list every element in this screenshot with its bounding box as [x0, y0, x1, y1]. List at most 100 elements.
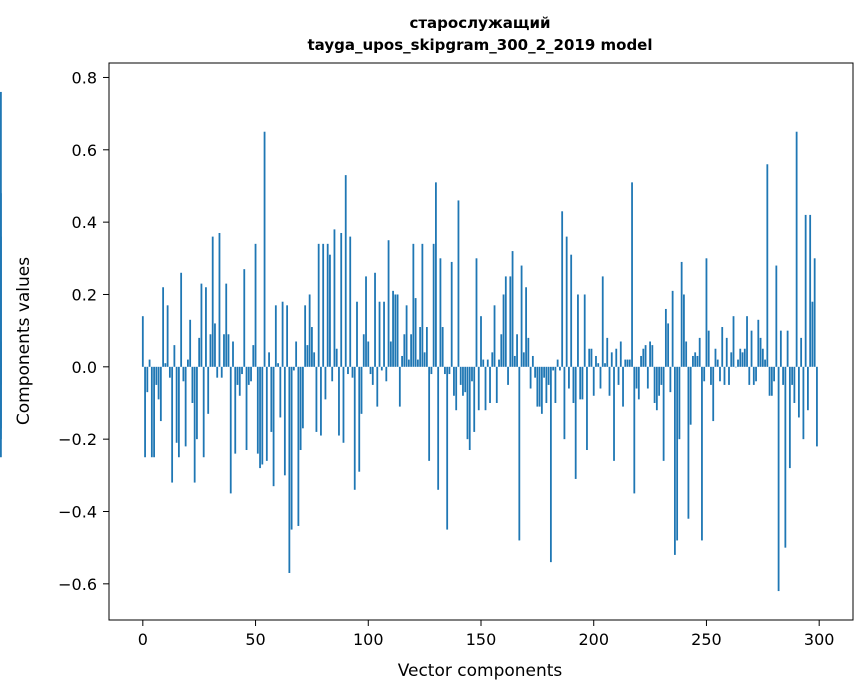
y-tick-label: 0.0 — [72, 358, 97, 377]
x-tick-label: 150 — [466, 630, 497, 649]
bar — [410, 334, 413, 367]
bar — [168, 366, 171, 378]
bar — [214, 323, 216, 367]
bar — [441, 327, 444, 367]
bar — [412, 243, 415, 367]
bar — [531, 355, 534, 367]
bar — [716, 359, 719, 367]
bar — [705, 258, 708, 367]
bar — [457, 200, 460, 367]
bar — [583, 294, 586, 367]
bar — [459, 366, 462, 385]
bar — [270, 366, 273, 432]
bar — [549, 366, 552, 563]
bar — [592, 366, 595, 396]
bar — [396, 294, 399, 367]
bar — [484, 366, 487, 411]
bar — [601, 276, 604, 367]
bar — [471, 366, 473, 382]
bar — [311, 327, 313, 367]
bar — [227, 334, 230, 367]
bar — [159, 366, 162, 422]
bar — [220, 366, 223, 378]
bar — [301, 366, 304, 429]
bar — [707, 330, 710, 367]
bar — [259, 366, 261, 469]
bar — [500, 334, 503, 367]
bar — [378, 301, 381, 367]
bar — [671, 290, 674, 367]
bar — [407, 359, 410, 367]
bar — [703, 366, 706, 382]
bar — [773, 366, 775, 382]
bar — [171, 366, 174, 483]
bar — [750, 330, 753, 367]
bar — [752, 366, 755, 385]
y-axis: −0.6 −0.4 −0.2 0.0 0.2 0.4 0.6 0.8 — [58, 68, 109, 594]
bar — [216, 366, 219, 378]
bar — [712, 366, 715, 422]
bar — [180, 272, 183, 367]
bar — [782, 366, 785, 385]
bar — [793, 366, 796, 403]
bar — [800, 337, 803, 367]
bar — [525, 287, 527, 367]
bar — [608, 366, 611, 396]
bar — [148, 359, 151, 367]
bar — [360, 366, 363, 414]
bar — [308, 294, 311, 367]
bar — [335, 348, 338, 367]
bar — [590, 348, 593, 367]
bar — [784, 366, 787, 548]
bar — [218, 232, 221, 367]
bar — [414, 298, 417, 367]
bar — [317, 243, 320, 367]
bar — [725, 337, 728, 367]
bar — [511, 251, 514, 367]
bar — [710, 366, 712, 385]
bar — [232, 341, 234, 367]
bar — [250, 366, 252, 382]
bar — [365, 276, 367, 367]
bar — [664, 308, 667, 367]
bar — [579, 366, 582, 400]
bar — [162, 287, 165, 367]
bar — [568, 366, 570, 389]
bar — [177, 366, 180, 458]
bar — [628, 359, 631, 367]
bar — [432, 243, 435, 367]
bar — [209, 334, 212, 367]
bar — [680, 261, 683, 367]
bar — [187, 359, 189, 367]
bar — [353, 366, 356, 490]
bar — [394, 294, 397, 367]
bar — [721, 327, 724, 367]
bar — [807, 366, 809, 411]
bar — [189, 319, 192, 367]
y-tick-label: −0.6 — [58, 575, 97, 594]
bar — [223, 334, 225, 367]
bar — [565, 236, 568, 367]
bar — [342, 366, 345, 443]
bar — [324, 366, 327, 400]
bar — [719, 366, 721, 382]
bar — [184, 366, 187, 447]
bar — [545, 366, 548, 403]
bar — [157, 366, 160, 400]
bar — [333, 229, 336, 367]
bar — [775, 265, 778, 367]
bar — [779, 330, 782, 367]
bar — [556, 359, 559, 367]
bar — [398, 366, 401, 407]
bar — [689, 366, 692, 425]
bar — [146, 366, 149, 393]
bar — [444, 366, 446, 375]
bar — [340, 232, 343, 367]
bar — [788, 366, 791, 469]
x-tick-label: 50 — [245, 630, 265, 649]
bar — [446, 366, 449, 530]
bar — [522, 352, 525, 367]
bar — [685, 341, 688, 367]
bar — [527, 337, 530, 367]
bar — [761, 348, 764, 367]
